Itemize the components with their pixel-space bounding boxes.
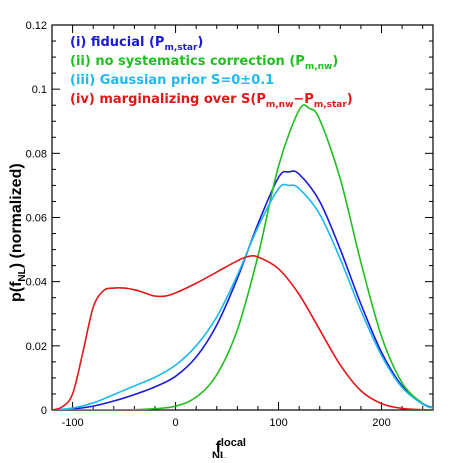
series-line-gaussian-prior [52, 183, 433, 410]
legend-text-part: m,nw [305, 62, 333, 72]
x-axis-title-main: f [216, 439, 222, 456]
y-tick-label: 0 [41, 405, 47, 417]
y-tick-label: 0.12 [26, 20, 47, 32]
y-tick-label: 0.02 [26, 341, 47, 353]
x-tick-label: 100 [269, 417, 287, 429]
legend-entry-no-systematics: (ii) no systematics correction (Pm,nw) [70, 54, 338, 72]
x-tick-label: -100 [62, 417, 84, 429]
y-axis-title-suffix: ) (normalized) [8, 163, 25, 268]
y-tick-label: 0.06 [26, 213, 47, 225]
legend-text-part: (iii) Gaussian prior S=0±0.1 [70, 73, 274, 88]
legend-text-part: ) [347, 92, 353, 107]
x-axis-title-sub: NL [212, 450, 227, 458]
legend-text-part: −P [293, 92, 313, 107]
series-line-fiducial [52, 170, 433, 410]
x-axis-title-sup: local [221, 437, 246, 449]
y-axis-title-prefix: p(f [8, 281, 25, 302]
x-tick-label: 200 [372, 417, 390, 429]
legend: (i) fiducial (Pm,star)(ii) no systematic… [70, 35, 353, 110]
x-axis-title: flocal NL [212, 437, 246, 458]
legend-entry-gaussian-prior: (iii) Gaussian prior S=0±0.1 [70, 73, 274, 88]
legend-entry-marginalized: (iv) marginalizing over S(Pm,nw−Pm,star) [70, 92, 353, 110]
series-line-no-systematics [52, 104, 433, 410]
legend-text-part: m,star [164, 43, 198, 53]
y-tick-label: 0.08 [26, 148, 47, 160]
legend-text-part: m,star [314, 100, 348, 110]
x-tick-label: 0 [173, 417, 179, 429]
legend-text-part: (iv) marginalizing over S(P [70, 92, 266, 107]
legend-text-part: ) [197, 35, 203, 50]
legend-text-part: (i) fiducial (P [70, 35, 164, 50]
series-line-marginalized [52, 254, 433, 410]
y-axis-title-sub: NL [17, 268, 28, 281]
legend-entry-fiducial: (i) fiducial (Pm,star) [70, 35, 203, 53]
series-group [52, 104, 433, 410]
y-tick-label: 0.04 [26, 277, 47, 289]
legend-text-part: ) [332, 54, 338, 69]
y-tick-label: 0.1 [32, 84, 47, 96]
legend-text-part: (ii) no systematics correction (P [70, 54, 305, 69]
y-axis-title: p(fNL) (normalized) [8, 163, 28, 302]
legend-text-part: m,nw [266, 100, 294, 110]
